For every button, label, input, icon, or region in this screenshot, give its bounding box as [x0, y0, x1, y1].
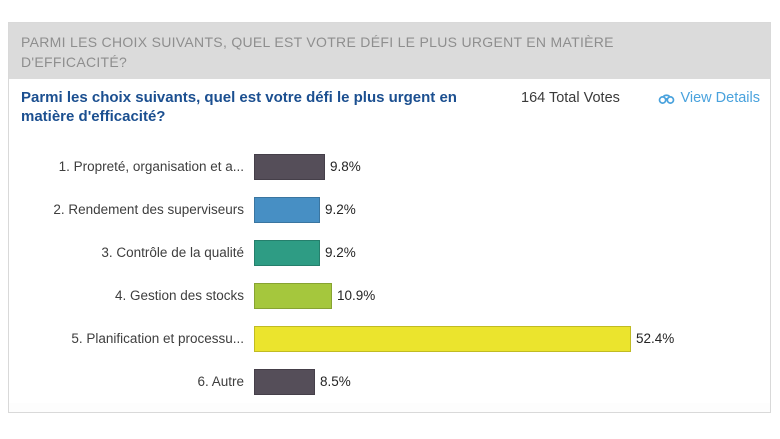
bar-segment	[254, 196, 320, 223]
value-label: 10.9%	[337, 288, 376, 303]
bar-segment	[254, 153, 325, 180]
question-banner-text: PARMI LES CHOIX SUIVANTS, QUEL EST VOTRE…	[21, 34, 614, 70]
chart-row: 5. Planification et processu... 52.4%	[9, 317, 770, 360]
chart-row: 1. Propreté, organisation et a... 9.8%	[9, 145, 770, 188]
chart-row: 2. Rendement des superviseurs 9.2%	[9, 188, 770, 231]
question-banner: PARMI LES CHOIX SUIVANTS, QUEL EST VOTRE…	[9, 23, 770, 81]
value-label: 9.2%	[325, 245, 356, 260]
bar-segment	[254, 282, 332, 309]
chart-row: 6. Autre 8.5%	[9, 360, 770, 403]
poll-title-row: Parmi les choix suivants, quel est votre…	[9, 79, 770, 145]
view-details-link[interactable]: View Details	[658, 90, 760, 106]
chart-row: 4. Gestion des stocks 10.9%	[9, 274, 770, 317]
category-label: 3. Contrôle de la qualité	[101, 245, 244, 260]
category-label: 4. Gestion des stocks	[114, 288, 244, 303]
binoculars-icon	[658, 92, 675, 105]
view-details-label[interactable]: View Details	[680, 90, 760, 106]
chart-row: 3. Contrôle de la qualité 9.2%	[9, 231, 770, 274]
bar-segment	[254, 239, 320, 266]
value-label: 9.8%	[330, 159, 361, 174]
category-label: 6. Autre	[197, 374, 244, 389]
category-label: 2. Rendement des superviseurs	[53, 202, 244, 217]
bar-chart: 1. Propreté, organisation et a... 9.8% 2. …	[9, 145, 770, 403]
poll-title: Parmi les choix suivants, quel est votre…	[21, 89, 457, 125]
value-label: 9.2%	[325, 202, 356, 217]
bar-segment	[254, 368, 315, 395]
value-label: 52.4%	[636, 331, 675, 346]
poll-widget-panel: PARMI LES CHOIX SUIVANTS, QUEL EST VOTRE…	[8, 22, 771, 413]
category-label: 5. Planification et processu...	[71, 331, 244, 346]
category-label: 1. Propreté, organisation et a...	[58, 159, 244, 174]
bar-segment	[254, 325, 631, 352]
value-label: 8.5%	[320, 374, 351, 389]
total-votes: 164 Total Votes	[521, 90, 620, 106]
